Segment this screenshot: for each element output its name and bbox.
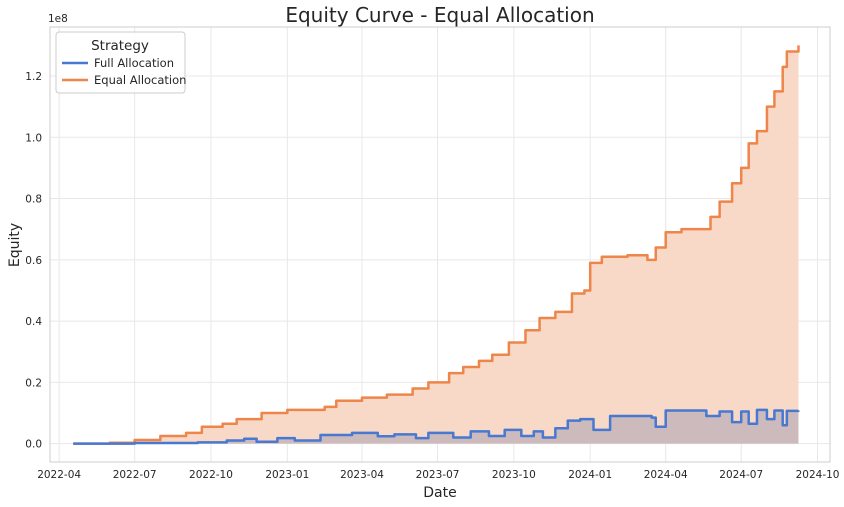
chart-title: Equity Curve - Equal Allocation [285,3,594,27]
x-tick-label: 2024-07 [719,469,763,481]
y-tick-label: 0.8 [25,194,42,206]
x-tick-label: 2024-01 [568,469,612,481]
y-tick-label: 0.6 [25,255,42,267]
x-tick-label: 2023-10 [492,469,536,481]
line-equal-allocation [73,45,800,445]
x-tick-label: 2022-04 [37,469,81,481]
legend: Strategy Full Allocation Equal Allocatio… [55,31,186,94]
area-full-allocation [73,409,799,444]
legend-box [55,31,186,94]
series-lines [73,45,800,445]
y-tick-label: 1.2 [25,71,42,83]
axis-ticks: 2022-04 2022-07 2022-10 2023-01 2023-04 2023-… [25,71,839,481]
y-tick-label: 0.4 [25,316,42,328]
area-equal-allocation [73,45,799,444]
y-tick-label: 0.2 [25,377,42,389]
legend-label-equal-allocation: Equal Allocation [94,73,186,87]
x-tick-label: 2023-04 [340,469,384,481]
y-tick-label: 1.0 [25,132,42,144]
plot-frame [49,26,831,463]
x-axis-label: Date [423,485,456,501]
x-tick-label: 2024-10 [796,469,840,481]
x-tick-label: 2022-07 [113,469,157,481]
legend-label-full-allocation: Full Allocation [94,56,174,70]
y-scale-label: 1e8 [48,13,68,25]
x-tick-label: 2024-04 [644,469,688,481]
line-full-allocation [73,408,800,445]
x-tick-label: 2023-01 [265,469,309,481]
x-tick-label: 2022-10 [189,469,233,481]
legend-title: Strategy [91,38,149,54]
series-areas [73,45,799,444]
x-tick-label: 2023-07 [416,469,460,481]
y-axis-label: Equity [7,223,23,267]
y-tick-label: 0.0 [25,439,42,451]
